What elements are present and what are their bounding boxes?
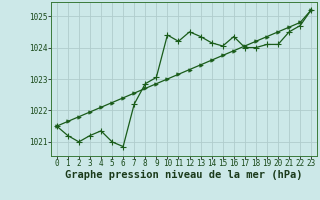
- X-axis label: Graphe pression niveau de la mer (hPa): Graphe pression niveau de la mer (hPa): [65, 170, 303, 180]
